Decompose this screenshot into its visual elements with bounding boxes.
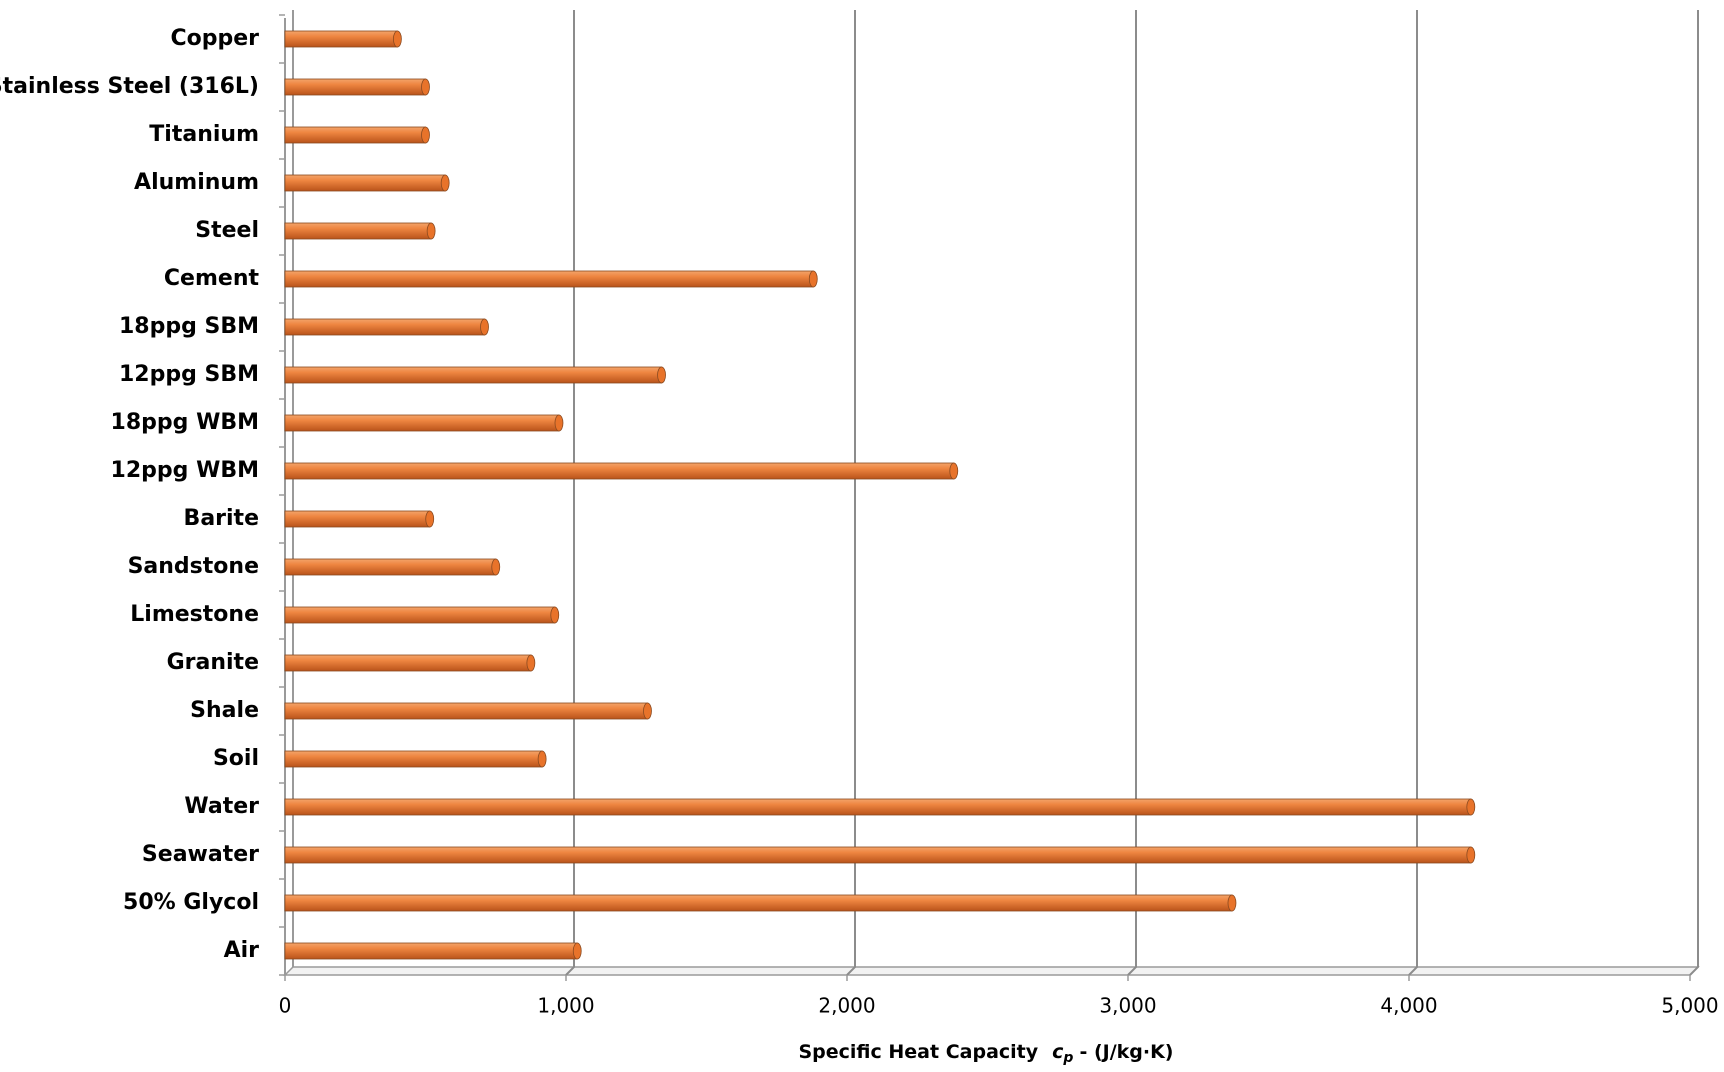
y-tick-label: 50% Glycol [123, 890, 259, 915]
x-tick-label: 5,000 [1661, 994, 1718, 1018]
y-tick-label: 18ppg WBM [111, 410, 259, 435]
y-tick-label: Water [184, 794, 259, 819]
x-tick-label: 2,000 [818, 994, 875, 1018]
bar [284, 222, 436, 240]
y-tick-label: 12ppg WBM [111, 458, 259, 483]
grid-line [1689, 10, 1699, 976]
bar [284, 366, 666, 384]
y-tick-label: 18ppg SBM [119, 314, 259, 339]
bar [284, 942, 582, 960]
bar [284, 606, 560, 624]
y-tick-label: 12ppg SBM [119, 362, 259, 387]
bar [284, 174, 450, 192]
x-axis-title: Specific Heat Capacity cp - (J/kg·K) [798, 1041, 1173, 1067]
x-tick-label: 0 [279, 994, 292, 1018]
bar [284, 414, 564, 432]
x-tick-label: 4,000 [1380, 994, 1437, 1018]
bar [284, 318, 489, 336]
bar [284, 750, 547, 768]
y-tick-label: Barite [184, 506, 259, 531]
y-tick-label: Cement [164, 266, 260, 291]
bar [284, 510, 435, 528]
grid-line [846, 10, 856, 976]
bar [284, 78, 430, 96]
y-tick-label: Copper [170, 26, 259, 51]
bar [284, 702, 652, 720]
y-tick-label: Titanium [149, 122, 259, 147]
y-tick-label: Air [224, 938, 260, 963]
x-tick-label: 3,000 [1099, 994, 1156, 1018]
y-tick-label: Stainless Steel (316L) [0, 74, 259, 99]
grid-line [1408, 10, 1418, 976]
y-tick-label: Limestone [130, 602, 259, 627]
grid-line [1127, 10, 1137, 976]
y-tick-label: Seawater [142, 842, 259, 867]
y-tick-label: Shale [190, 698, 259, 723]
bar [284, 30, 402, 48]
bar [284, 654, 536, 672]
y-tick-label: Sandstone [128, 554, 259, 579]
bar [284, 894, 1237, 912]
bar [284, 270, 818, 288]
y-tick-label: Granite [167, 650, 259, 675]
grid-line [565, 10, 575, 976]
y-tick-label: Steel [195, 218, 259, 243]
bar [284, 126, 430, 144]
y-tick-label: Soil [213, 746, 259, 771]
bar [284, 462, 959, 480]
bar [284, 846, 1476, 864]
plot-floor [283, 966, 1700, 976]
bar [284, 798, 1476, 816]
x-tick-label: 1,000 [537, 994, 594, 1018]
y-tick-label: Aluminum [134, 170, 259, 195]
bar [284, 558, 501, 576]
